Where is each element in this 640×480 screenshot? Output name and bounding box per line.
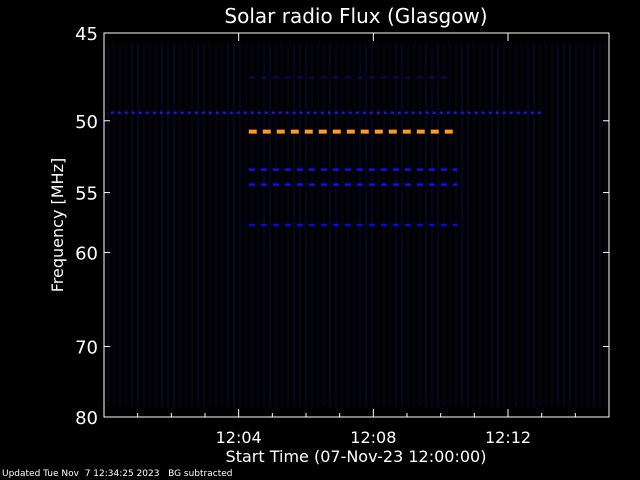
background-streak: [353, 43, 355, 407]
background-streak: [461, 43, 463, 407]
y-tick-label: 80: [75, 408, 98, 429]
updated-timestamp: Updated Tue Nov 7 12:34:25 2023: [2, 469, 160, 479]
background-streak: [179, 43, 181, 407]
background-streak: [497, 43, 499, 407]
background-streak: [191, 43, 193, 407]
background-streak: [173, 43, 175, 407]
background-streak: [605, 43, 607, 407]
background-streak: [467, 43, 469, 407]
background-streak: [545, 43, 547, 407]
background-streak: [437, 43, 439, 407]
background-streak: [329, 43, 331, 407]
background-streak: [167, 43, 169, 407]
background-streak: [143, 43, 145, 407]
background-streak: [245, 43, 247, 407]
spectrogram-plot-area: [104, 33, 609, 417]
background-streak: [257, 43, 259, 407]
background-streak: [209, 43, 211, 407]
x-tick-label: 12:04: [216, 428, 262, 447]
background-streak: [503, 43, 505, 407]
background-streak: [107, 43, 109, 407]
plot-frame: [103, 32, 610, 418]
background-streak: [233, 43, 235, 407]
y-tick-label: 50: [75, 112, 98, 133]
background-streak: [203, 43, 205, 407]
y-tick-label: 55: [75, 184, 98, 205]
background-streak: [449, 43, 451, 407]
y-axis-label: Frequency [MHz]: [48, 158, 67, 292]
background-streak: [149, 43, 151, 407]
background-streak: [401, 43, 403, 407]
background-streak: [509, 43, 511, 407]
background-streak: [575, 43, 577, 407]
background-streak: [563, 43, 565, 407]
background-streak: [521, 43, 523, 407]
x-tick-label: 12:08: [350, 428, 396, 447]
y-tick-label: 70: [75, 337, 98, 358]
background-streak: [155, 43, 157, 407]
background-streak: [131, 43, 133, 407]
x-axis-label: Start Time (07-Nov-23 12:00:00): [226, 447, 487, 466]
background-streak: [551, 43, 553, 407]
background-streak: [197, 43, 199, 407]
x-tick-label: 12:12: [485, 428, 531, 447]
background-streak: [557, 43, 559, 407]
background-streak: [389, 43, 391, 407]
emission-bands: [110, 76, 542, 227]
plot-background: [104, 33, 609, 417]
background-streak: [491, 43, 493, 407]
background-streak: [377, 43, 379, 407]
background-streak: [539, 43, 541, 407]
background-streak: [341, 43, 343, 407]
background-streak: [533, 43, 535, 407]
background-streak: [125, 43, 127, 407]
background-streak: [185, 43, 187, 407]
background-streak: [239, 43, 241, 407]
y-tick-label: 45: [75, 24, 98, 45]
background-streak: [479, 43, 481, 407]
y-axis: 45 50 55 60 70 80: [75, 24, 609, 429]
background-streak: [527, 43, 529, 407]
background-streak: [473, 43, 475, 407]
background-streak: [593, 43, 595, 407]
background-streak: [137, 43, 139, 407]
background-streak: [569, 43, 571, 407]
background-streak: [119, 43, 121, 407]
x-axis: 12:04 12:08 12:12: [137, 33, 576, 447]
background-streak: [413, 43, 415, 407]
background-streak: [365, 43, 367, 407]
background-streak: [221, 43, 223, 407]
bg-subtracted-note: BG subtracted: [168, 469, 233, 479]
background-streak: [269, 43, 271, 407]
background-streak: [581, 43, 583, 407]
background-streak: [485, 43, 487, 407]
background-streak: [587, 43, 589, 407]
background-streak: [281, 43, 283, 407]
y-tick-label: 60: [75, 243, 98, 264]
background-streak: [293, 43, 295, 407]
background-streak: [215, 43, 217, 407]
background-streak: [305, 43, 307, 407]
chart-title: Solar radio Flux (Glasgow): [224, 4, 487, 28]
background-streak: [515, 43, 517, 407]
background-streak: [599, 43, 601, 407]
background-streak: [317, 43, 319, 407]
background-streak: [161, 43, 163, 407]
background-streak: [425, 43, 427, 407]
background-streak: [113, 43, 115, 407]
footer-status: Updated Tue Nov 7 12:34:25 2023 BG subtr…: [2, 469, 233, 479]
background-streak: [227, 43, 229, 407]
